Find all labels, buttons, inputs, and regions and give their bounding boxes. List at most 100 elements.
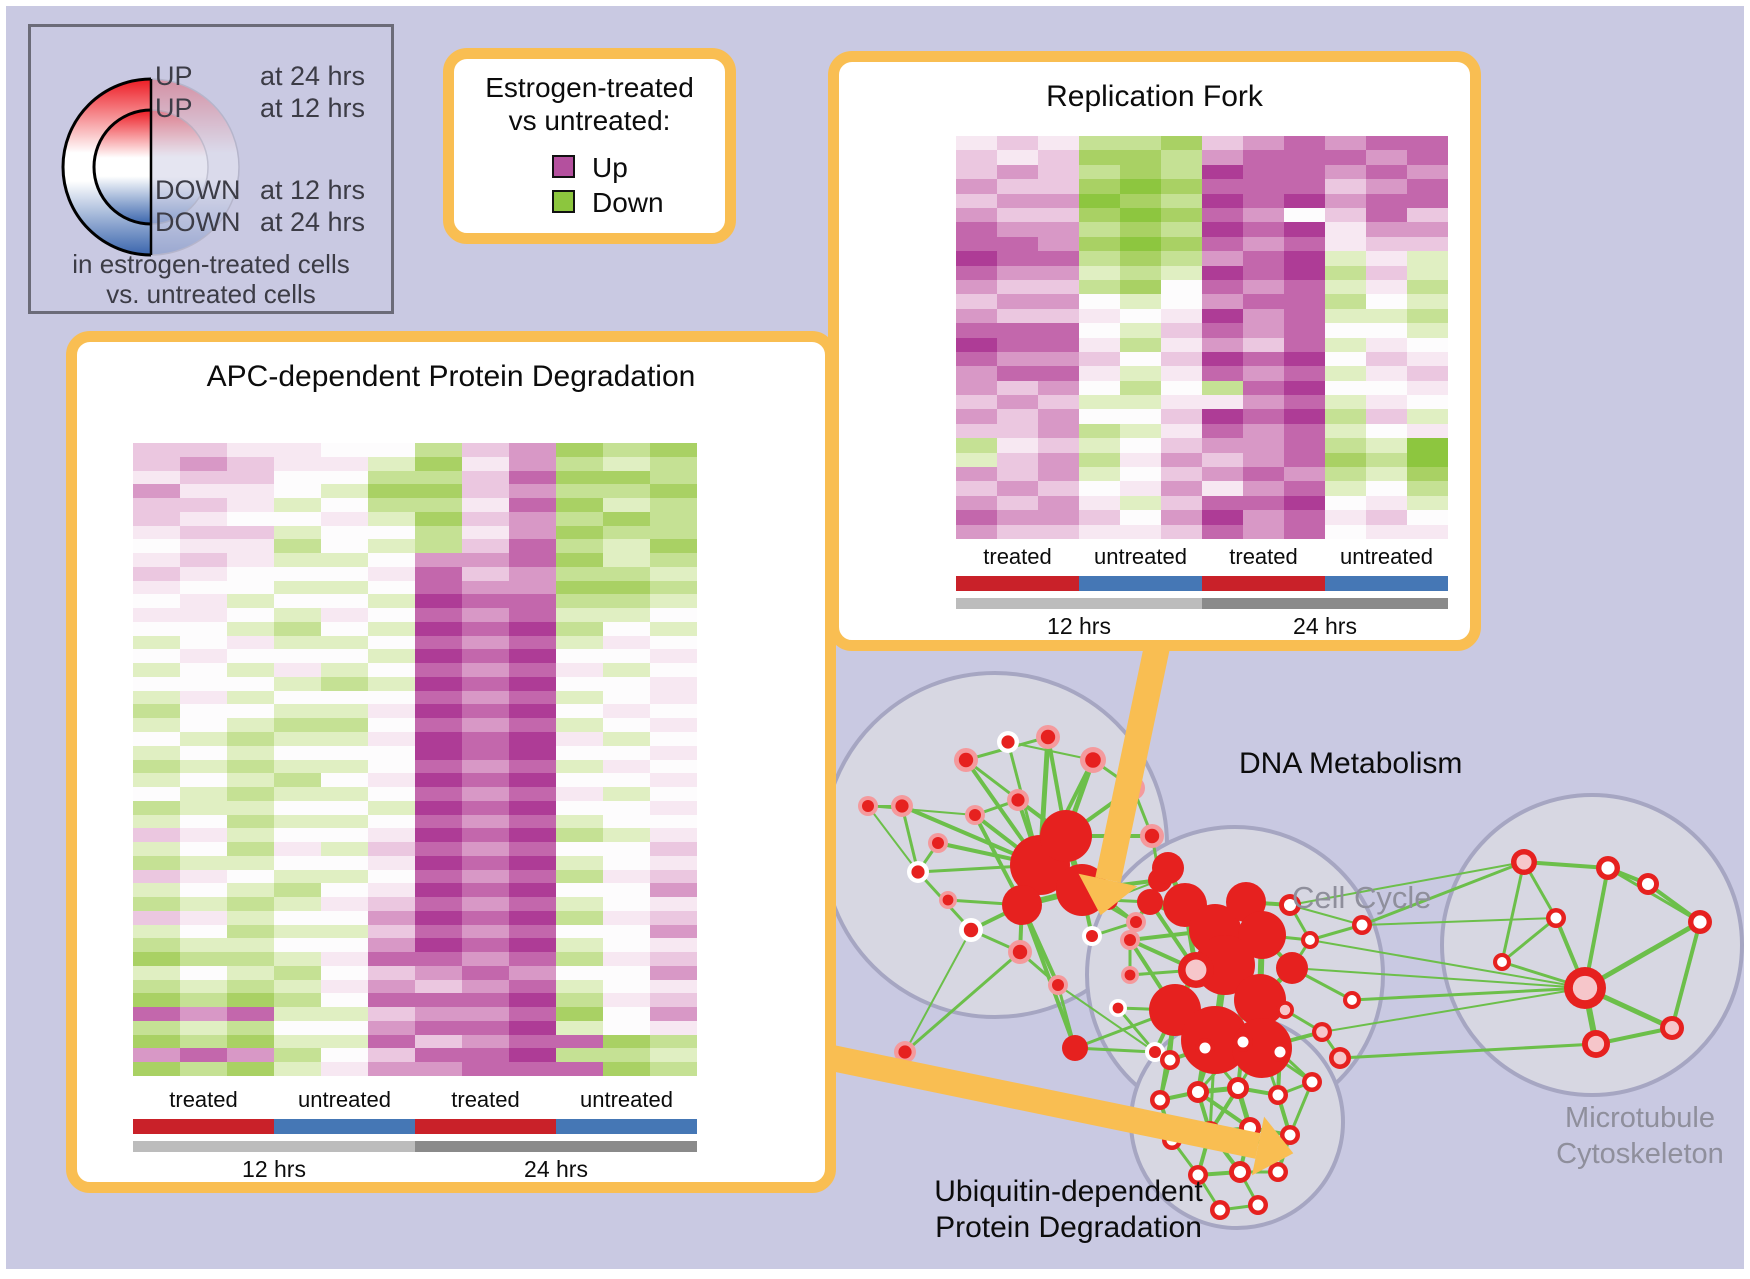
heatmap-cell [509,443,556,457]
rf-group-treated-24: treated [1229,544,1298,569]
heatmap-cell [133,553,180,567]
heatmap-cell [1120,136,1161,151]
heatmap-cell [1120,265,1161,280]
heatmap-cell [368,993,415,1008]
heatmap-cell [1284,409,1325,424]
heatmap-cell [368,855,415,870]
heatmap-cell [415,965,462,980]
heatmap-cell [1079,423,1120,439]
heatmap-cell [1079,193,1120,208]
heatmap-cell [415,566,462,581]
heatmap-cell [1120,495,1161,511]
heatmap-cell [180,979,227,994]
heatmap-cell [1366,193,1407,208]
heatmap-cell [1038,136,1079,151]
gene-node-white-center [1550,912,1562,924]
heatmap-cell [1325,193,1366,208]
apc-panel-title: APC-dependent Protein Degradation [206,360,696,393]
heatmap-cell [1284,510,1325,525]
network-edge [1607,866,1701,924]
heatmap-cell [415,608,462,622]
heatmap-cell [274,511,321,526]
heatmap-cell [133,718,180,732]
heatmap-cell [368,718,415,732]
heatmap-cell [1161,438,1202,453]
heatmap-cell [227,704,274,719]
heatmap-cell [415,621,462,636]
heatmap-cell [321,635,368,650]
heatmap-cell [180,1034,227,1049]
heatmap-cell [462,594,509,609]
heatmap-cell [603,525,650,540]
heatmap-cell [1243,524,1284,539]
heatmap-cell [462,855,509,870]
heatmap-cell [1202,150,1243,165]
gene-node-pink-center [1587,1035,1605,1053]
heatmap-cell [1243,279,1284,295]
heatmap-cell [556,566,603,581]
heatmap-cell [1120,294,1161,309]
network-edge [1020,904,1077,1049]
heatmap-cell [1243,409,1284,424]
heatmap-cell [509,869,556,884]
heatmap-cell [603,1048,650,1063]
untreated-bar-segment [556,1119,697,1134]
heatmap-cell [1325,308,1366,324]
heatmap-cell [1161,179,1202,194]
heatmap-cell [1038,495,1079,511]
network-edge [1670,921,1702,1029]
heatmap-cell [133,1020,180,1035]
heatmap-cell [556,952,603,966]
heatmap-cell [1284,337,1325,352]
heatmap-cell [1202,236,1243,252]
heatmap-cell [368,731,415,746]
heatmap-cell [368,828,415,843]
heatmap-cell [321,566,368,581]
heatmap-cell [368,1062,415,1076]
heatmap-cell [180,443,227,457]
heatmap-cell [1243,207,1284,223]
heatmap-cell [556,525,603,540]
heatmap-cell [133,649,180,664]
highlight-arrow-head [1251,1116,1294,1176]
heatmap-cell [321,924,368,939]
heatmap-cell [1120,179,1161,194]
heatmap-cell [274,842,321,856]
heatmap-cell [462,621,509,636]
heatmap-cell [227,814,274,829]
heatmap-cell [1079,164,1120,180]
heatmap-cell [1120,222,1161,237]
gene-node-core [895,799,909,813]
heatmap-cell [603,553,650,567]
heatmap-cell [603,745,650,760]
heatmap-cell [462,759,509,774]
heatmap-cell [227,869,274,884]
heatmap-cell [274,676,321,691]
heatmap-cell [650,787,697,801]
heatmap-cell [180,1020,227,1035]
heatmap-cell [1079,294,1120,309]
heatmap-cell [1161,409,1202,424]
heatmap-cell [997,452,1038,468]
heatmap-cell [1325,423,1366,439]
heatmap-cell [1325,179,1366,194]
heatmap-cell [274,718,321,732]
rf-group-untreated-12: untreated [1094,544,1187,569]
heatmap-cell [956,510,997,525]
heatmap-cell [321,621,368,636]
heatmap-cell [1161,222,1202,237]
heatmap-cell [1407,207,1448,223]
heatmap-cell [1120,510,1161,525]
heatmap-cell [556,663,603,677]
heatmap-cell [1325,452,1366,468]
heatmap-cell [509,525,556,540]
heatmap-cell [1202,380,1243,396]
heatmap-cell [1120,337,1161,352]
heatmap-cell [1325,481,1366,496]
down-color-swatch [552,190,575,213]
legend-row-down24: DOWN at 24 hrs [31,207,391,237]
apc-group-treated-12: treated [169,1087,238,1112]
heatmap-cell [462,924,509,939]
heatmap-cell [956,193,997,208]
gene-node-pink-center [1333,1051,1347,1065]
